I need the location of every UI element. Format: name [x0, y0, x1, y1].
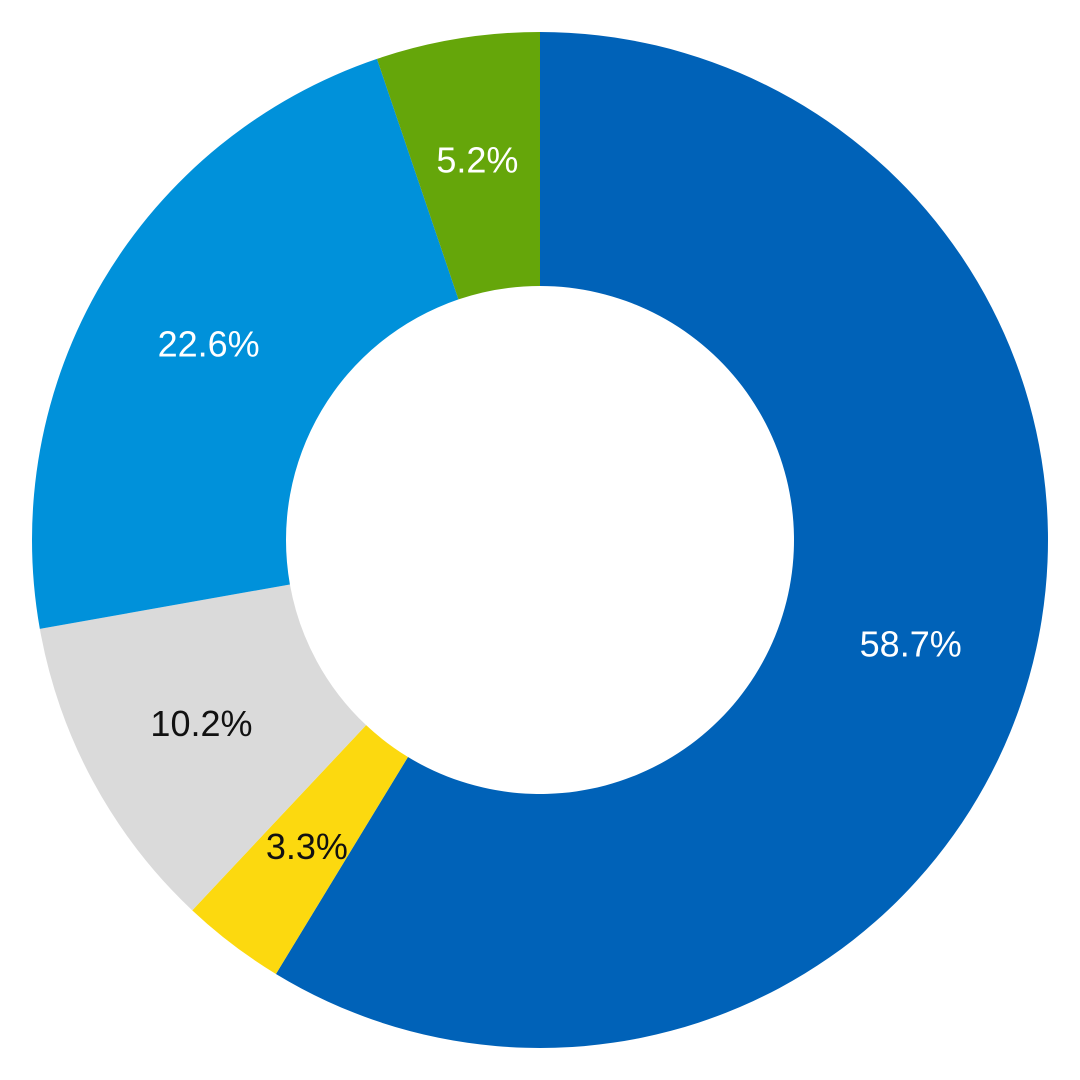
- slice-label-4: 5.2%: [436, 140, 518, 181]
- slice-label-2: 10.2%: [150, 703, 252, 744]
- donut-slice-4: [376, 31, 540, 300]
- donut-labels: 58.7% 3.3% 10.2% 22.6% 5.2%: [150, 140, 961, 867]
- slice-label-0: 58.7%: [860, 623, 962, 664]
- donut-slice-2: [39, 584, 367, 911]
- donut-slice-3: [31, 58, 459, 629]
- donut-slices: [31, 31, 1048, 1048]
- slice-label-3: 22.6%: [158, 324, 260, 365]
- slice-label-1: 3.3%: [266, 826, 348, 867]
- donut-slice-0: [275, 32, 1048, 1048]
- donut-slice-1: [192, 725, 408, 974]
